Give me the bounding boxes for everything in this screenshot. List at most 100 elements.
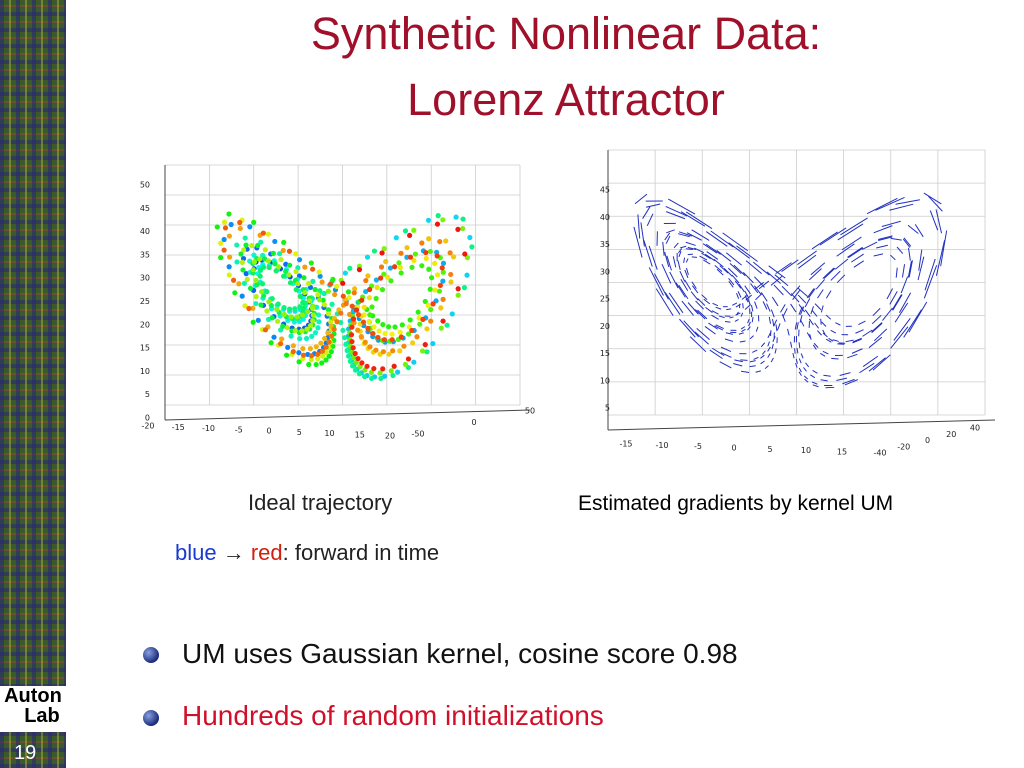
- trajectory-point: [440, 217, 446, 223]
- trajectory-point: [378, 264, 385, 270]
- trajectory-point: [218, 240, 224, 246]
- trajectory-point: [260, 264, 267, 270]
- z-tick-label: 20: [140, 320, 150, 329]
- trajectory-point: [287, 280, 294, 286]
- trajectory-point: [342, 270, 348, 276]
- x-tick-label: 15: [355, 430, 365, 439]
- gradient-arrow: [914, 224, 924, 238]
- trajectory-point: [280, 247, 286, 254]
- gradient-arrow: [680, 278, 689, 292]
- trajectory-point: [310, 318, 316, 324]
- trajectory-point: [232, 290, 238, 296]
- y-tick-label: 50: [525, 407, 535, 416]
- trajectory-point: [392, 324, 398, 330]
- gradient-arrow: [762, 301, 768, 310]
- gradient-arrow: [741, 294, 748, 300]
- trajectory-point: [244, 276, 250, 282]
- z-tick-label: 10: [140, 367, 150, 376]
- gradient-arrow: [664, 251, 670, 268]
- trajectory-point: [455, 226, 461, 232]
- gradient-arrow: [687, 246, 697, 250]
- gradient-arrow: [895, 199, 920, 205]
- trajectory-point: [259, 281, 266, 287]
- trajectory-point: [427, 248, 433, 255]
- trajectory-point: [253, 300, 259, 307]
- trajectory-point: [389, 331, 395, 337]
- y-tick-label: -40: [873, 449, 886, 458]
- trajectory-point: [340, 327, 346, 334]
- z-tick-label: 35: [600, 240, 610, 249]
- gradient-arrow: [800, 353, 804, 359]
- trajectory-point: [234, 259, 240, 265]
- gradient-arrow: [732, 302, 738, 306]
- gradient-arrow: [882, 307, 893, 321]
- trajectory-point: [410, 340, 416, 346]
- trajectory-point: [253, 294, 259, 300]
- figure-caption: Ideal trajectory: [248, 490, 393, 515]
- trajectory-point: [436, 288, 443, 294]
- gradient-arrow: [736, 293, 740, 299]
- trajectory-point: [448, 279, 454, 285]
- gradient-arrow: [741, 328, 746, 333]
- gradient-arrow: [767, 346, 771, 352]
- gradient-arrow: [747, 298, 751, 306]
- gradient-arrow: [845, 339, 854, 343]
- trajectory-point: [369, 375, 375, 382]
- trajectory-point: [423, 249, 429, 256]
- gradient-arrow: [760, 360, 765, 365]
- gradient-arrow: [687, 302, 699, 315]
- x-tick-label: -15: [172, 423, 185, 432]
- trajectory-point: [424, 326, 430, 332]
- gradient-arrow: [872, 307, 881, 317]
- gradient-arrow: [772, 336, 776, 343]
- trajectory-point: [385, 324, 392, 330]
- trajectory-point: [342, 335, 348, 341]
- trajectory-point: [274, 318, 281, 324]
- gradient-arrow: [729, 316, 734, 319]
- gradient-arrow: [804, 309, 811, 318]
- trajectory-point: [364, 254, 371, 260]
- trajectory-point: [292, 327, 298, 334]
- trajectory-point: [367, 312, 373, 318]
- gradient-arrow: [889, 291, 898, 305]
- gradient-arrow: [648, 267, 664, 296]
- gradient-arrow: [798, 358, 802, 364]
- logo: Auton Lab: [0, 686, 66, 732]
- gradient-arrow: [726, 252, 742, 266]
- trajectory-point: [265, 258, 271, 264]
- trajectory-point: [412, 251, 419, 257]
- gradient-arrow: [842, 378, 855, 385]
- gradient-arrow: [665, 235, 671, 244]
- gradient-arrow: [894, 302, 909, 323]
- gradient-arrow: [686, 232, 702, 241]
- gradient-arrow: [825, 290, 832, 299]
- trajectory-point: [364, 363, 370, 369]
- trajectory-point: [278, 256, 284, 263]
- trajectory-point: [302, 289, 308, 296]
- gradient-arrow: [790, 293, 800, 303]
- gradient-arrow: [798, 371, 802, 376]
- gradient-arrow: [890, 326, 909, 349]
- gradient-arrow: [699, 255, 708, 261]
- trajectory-point: [260, 230, 266, 236]
- gradient-arrow: [812, 369, 818, 374]
- trajectory-point: [427, 286, 433, 292]
- gradient-arrow: [678, 251, 682, 257]
- gradient-arrow: [907, 247, 911, 261]
- trajectory-point: [419, 263, 425, 269]
- trajectory-point: [435, 213, 441, 219]
- trajectory-point: [394, 369, 401, 375]
- trajectory-point: [382, 373, 388, 379]
- gradient-arrow: [828, 337, 834, 342]
- trajectory-point: [359, 297, 365, 303]
- trajectory-point: [449, 311, 455, 317]
- title-line: Synthetic Nonlinear Data:: [310, 8, 822, 59]
- gradient-arrow: [820, 305, 824, 313]
- gradient-arrow: [810, 262, 826, 276]
- gradient-arrow: [871, 322, 883, 334]
- gradient-arrow: [792, 353, 795, 359]
- trajectory-point: [356, 371, 363, 377]
- gradient-arrow: [796, 322, 799, 330]
- gradient-arrow: [768, 316, 772, 324]
- trajectory-point: [340, 293, 346, 299]
